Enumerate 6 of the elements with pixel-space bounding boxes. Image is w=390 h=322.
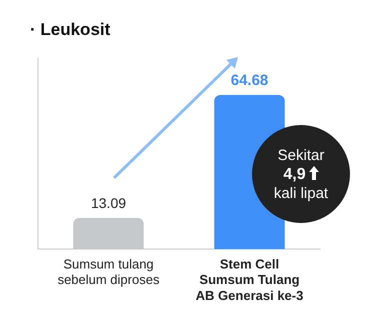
data-label: 13.09 (90, 194, 126, 211)
annotation: Sekitar 4,9 kali lipat (272, 146, 330, 202)
x-tick-label: Sumsum tulang sebelum diproses (58, 256, 160, 288)
x-tick-label: Stem Cell Sumsum Tulang AB Generasi ke-3 (196, 256, 304, 303)
data-label: 64.68 (230, 72, 268, 90)
chart-title: · Leukosit (30, 20, 110, 40)
